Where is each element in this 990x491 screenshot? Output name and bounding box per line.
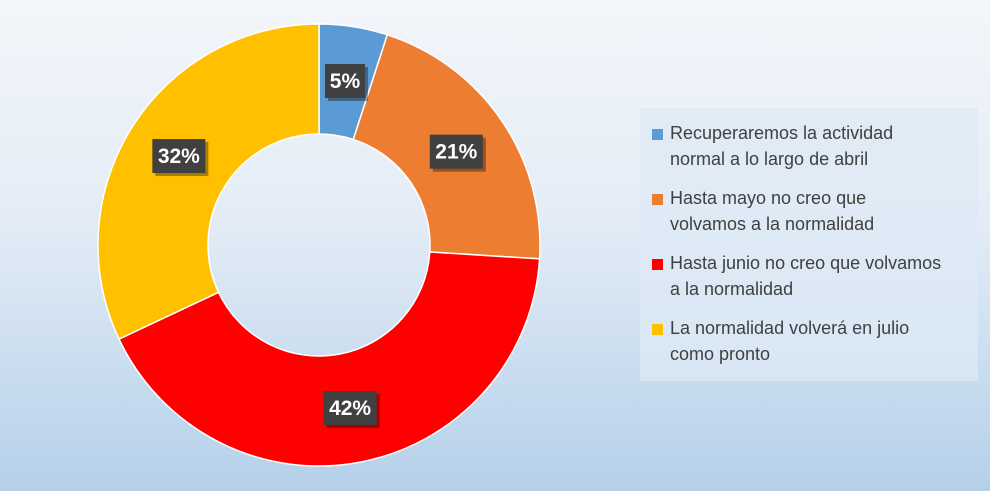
legend-swatch-junio: [652, 259, 663, 270]
legend-label-junio-line1: Hasta junio no creo que volvamos: [670, 253, 942, 273]
legend-item-mayo: Hasta mayo no creo que volvamos a la nor…: [652, 185, 972, 237]
legend-swatch-abril: [652, 129, 663, 140]
data-label-box: [324, 64, 365, 99]
data-label-text: 42%: [329, 397, 371, 420]
legend-item-junio: Hasta junio no creo que volvamos a la no…: [652, 250, 972, 302]
legend-item-julio: La normalidad volverá en julio como pron…: [652, 315, 972, 367]
legend-swatch-mayo: [652, 194, 663, 205]
legend-label-mayo-line2: volvamos a la normalidad: [670, 214, 875, 234]
donut-slice-junio: [118, 251, 541, 467]
data-label-julio: 32%: [152, 139, 209, 177]
data-label-mayo: 21%: [429, 134, 486, 172]
data-label-junio: 42%: [323, 391, 380, 429]
data-labels: 5% 21% 42% 32%: [152, 64, 486, 429]
legend-label-abril-line1: Recuperaremos la actividad: [670, 123, 894, 143]
data-label-box: [152, 139, 206, 174]
legend-label-mayo-line1: Hasta mayo no creo que: [670, 188, 867, 208]
legend-label-julio-line2: como pronto: [670, 344, 771, 364]
legend-label-abril-line2: normal a lo largo de abril: [670, 149, 869, 169]
data-label-box: [323, 391, 377, 426]
legend-label-julio-line1: La normalidad volverá en julio: [670, 318, 910, 338]
donut-slices: [97, 23, 541, 467]
data-label-text: 5%: [330, 70, 361, 93]
legend-label-junio-line2: a la normalidad: [670, 279, 794, 299]
legend-swatch-julio: [652, 324, 663, 335]
data-label-box: [429, 134, 483, 169]
data-label-text: 32%: [158, 145, 200, 168]
legend-item-abril: Recuperaremos la actividad normal a lo l…: [652, 120, 972, 172]
data-label-abril: 5%: [324, 64, 368, 102]
chart-legend: Recuperaremos la actividad normal a lo l…: [640, 108, 978, 381]
donut-slice-julio: [97, 23, 320, 341]
data-label-text: 21%: [435, 141, 477, 164]
